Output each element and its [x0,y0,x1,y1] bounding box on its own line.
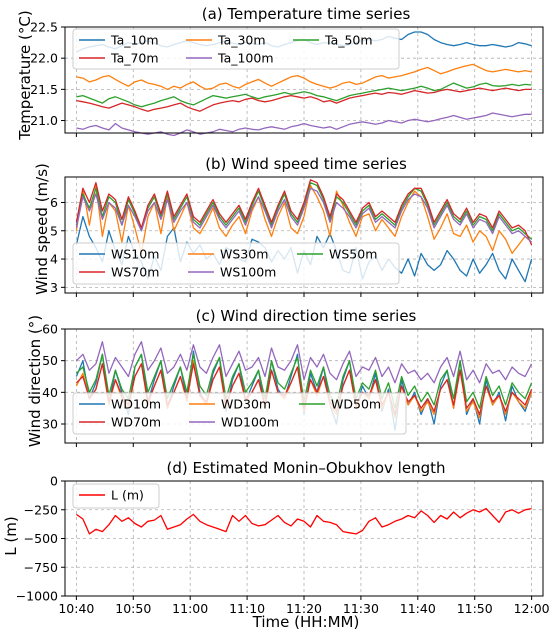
y-tick-label: 22.5 [30,20,58,35]
legend-label: Ta_100m [217,51,274,66]
legend-label: Ta_10m [110,33,159,48]
legend-label: Ta_30m [217,33,266,48]
y-tick-label: 50 [42,353,58,368]
x-tick-label: 12:00 [514,601,550,616]
x-tick-label: 11:00 [172,601,208,616]
legend: L (m) [72,483,160,509]
legend-label: WD70m [111,415,161,430]
y-tick-label: 21.0 [30,113,58,128]
series-line-ta-30m [76,63,532,91]
y-tick-label: 0 [50,474,58,489]
series-line-ta-50m [76,82,532,108]
legend-label: WD10m [111,397,161,412]
legend-label: WD100m [221,415,279,430]
legend-label: WS50m [329,247,377,262]
x-tick-label: 11:50 [457,601,493,616]
y-tick-label: 30 [42,417,58,432]
panel-title: (d) Estimated Monin–Obukhov length [166,459,445,477]
x-tick-label: 11:10 [229,601,265,616]
y-tick-label: −1000 [16,589,58,604]
x-tick-label: 10:40 [58,601,94,616]
series-line-ws100m [75,187,533,243]
y-tick-label: −750 [24,560,58,575]
y-tick-label: −500 [24,531,58,546]
y-tick-label: 6 [50,195,58,210]
x-tick-label: 10:50 [115,601,151,616]
legend-box [72,483,160,509]
legend-label: WD30m [221,397,271,412]
y-tick-label: 3 [50,280,58,295]
legend-label: WS100m [220,265,276,280]
legend-label: WS70m [111,265,159,280]
panel-temperature: (a) Temperature time series Temperature … [16,5,544,141]
y-tick-label: 22.0 [30,51,58,66]
legend-label: Ta_50m [324,33,373,48]
legend: WD10m WD30m WD50m WD70m WD100m [72,392,407,435]
series-line-l-m [76,507,532,535]
y-tick-label: −250 [24,502,58,517]
y-tick-label: 60 [42,322,58,337]
x-axis-label: Time (HH:MM) [252,613,360,631]
x-tick-label: 11:20 [286,601,322,616]
panel-title: (b) Wind speed time series [205,155,407,173]
y-axis-label: Wind speed (m/s) [33,163,51,295]
series-line-ta-70m [76,87,532,112]
panel-wind-speed: (b) Wind speed time series Wind speed (m… [33,155,544,297]
y-axis-label: L (m) [2,516,20,555]
y-axis-label: Wind direction (°) [26,315,44,447]
y-tick-label: 40 [42,385,58,400]
y-tick-label: 5 [50,223,58,238]
panel-monin-obukhov: (d) Estimated Monin–Obukhov length L (m)… [2,459,550,616]
legend-label: WS30m [220,247,268,262]
y-axis-label: Temperature (°C) [16,10,34,140]
legend: WS10m WS30m WS50m WS70m WS100m [72,242,400,285]
x-tick-label: 11:30 [343,601,379,616]
legend-label: WS10m [111,247,159,262]
x-tick-label: 11:40 [400,601,436,616]
legend-label: L (m) [111,488,144,503]
y-tick-label: 4 [50,252,58,267]
series-line-ws50m [75,182,533,240]
legend-box [72,28,400,70]
panel-wind-direction: (c) Wind direction time series Wind dire… [26,307,544,447]
series-line-ws70m [75,179,533,246]
panel-title: (c) Wind direction time series [196,307,417,325]
panel-title: (a) Temperature time series [202,5,411,23]
series-line-wd100m [75,341,533,384]
series-line-ws30m [75,184,533,255]
y-tick-label: 21.5 [30,82,58,97]
legend-label: WD50m [331,397,381,412]
legend: Ta_10m Ta_30m Ta_50m Ta_70m Ta_100m [72,28,400,70]
legend-label: Ta_70m [110,51,159,66]
series-line-ta-100m [76,112,532,137]
